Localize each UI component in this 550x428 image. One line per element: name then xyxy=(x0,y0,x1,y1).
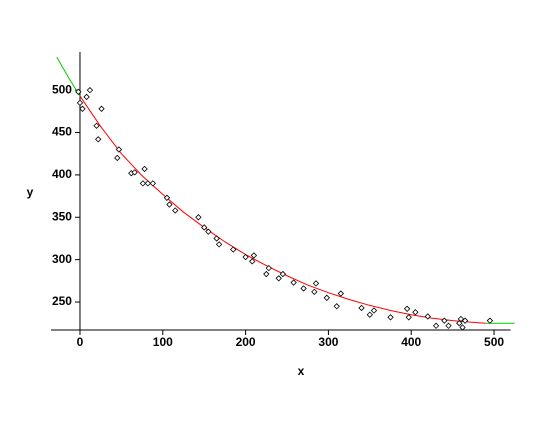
data-point xyxy=(445,322,452,329)
data-point xyxy=(263,270,270,278)
data-point xyxy=(141,165,148,173)
data-point xyxy=(457,315,465,323)
data-point xyxy=(79,105,86,112)
data-point xyxy=(265,264,272,272)
data-point xyxy=(405,314,412,321)
data-point xyxy=(163,194,171,201)
data-point xyxy=(290,279,297,286)
data-point xyxy=(242,253,249,261)
data-point xyxy=(83,93,90,101)
data-point xyxy=(230,246,237,253)
data-point xyxy=(93,122,100,129)
data-point xyxy=(461,317,469,324)
y-axis-label: y xyxy=(27,185,34,199)
data-point xyxy=(149,180,157,187)
data-point xyxy=(205,228,212,235)
data-point xyxy=(323,294,330,301)
x-tick-label: 100 xyxy=(153,335,173,349)
data-point xyxy=(456,320,463,327)
data-point xyxy=(486,317,494,324)
data-point xyxy=(441,317,448,324)
y-tick-label: 450 xyxy=(52,125,72,139)
data-point xyxy=(366,311,373,318)
data-point xyxy=(459,324,466,331)
data-point xyxy=(300,285,307,292)
data-point xyxy=(201,224,208,231)
data-point xyxy=(115,146,123,153)
data-point xyxy=(370,307,378,314)
data-point xyxy=(139,180,147,187)
x-tick-label: 500 xyxy=(484,335,504,349)
data-point xyxy=(166,201,173,208)
data-point xyxy=(215,241,223,248)
data-point xyxy=(337,290,345,297)
data-point xyxy=(424,313,431,320)
y-tick-label: 250 xyxy=(52,294,72,308)
data-point xyxy=(403,305,411,312)
data-point xyxy=(75,88,82,96)
data-point xyxy=(95,136,102,143)
data-point xyxy=(76,99,84,107)
fit-curve xyxy=(79,95,486,324)
y-tick-label: 400 xyxy=(52,167,72,181)
data-point xyxy=(131,169,138,176)
data-point xyxy=(114,154,121,162)
x-tick-label: 300 xyxy=(318,335,338,349)
data-point xyxy=(144,180,152,187)
data-point xyxy=(250,252,258,259)
x-tick-label: 0 xyxy=(77,335,84,349)
data-point xyxy=(172,207,179,214)
data-point xyxy=(412,309,419,316)
data-point xyxy=(275,275,282,282)
fit-curve xyxy=(56,56,81,97)
data-point xyxy=(195,214,202,221)
data-point xyxy=(311,288,318,296)
data-point xyxy=(213,235,220,242)
y-tick-label: 500 xyxy=(52,82,72,96)
data-point xyxy=(98,105,105,112)
data-point xyxy=(312,280,320,287)
data-point xyxy=(279,270,287,278)
data-point xyxy=(358,304,365,312)
x-axis-label: x xyxy=(298,364,305,378)
data-point xyxy=(333,303,340,310)
data-point xyxy=(387,314,394,321)
x-tick-label: 400 xyxy=(401,335,421,349)
x-tick-label: 200 xyxy=(236,335,256,349)
data-point xyxy=(86,86,94,94)
data-point xyxy=(432,322,440,329)
y-tick-label: 300 xyxy=(52,252,72,266)
y-tick-label: 350 xyxy=(52,209,72,223)
data-point xyxy=(249,258,256,265)
